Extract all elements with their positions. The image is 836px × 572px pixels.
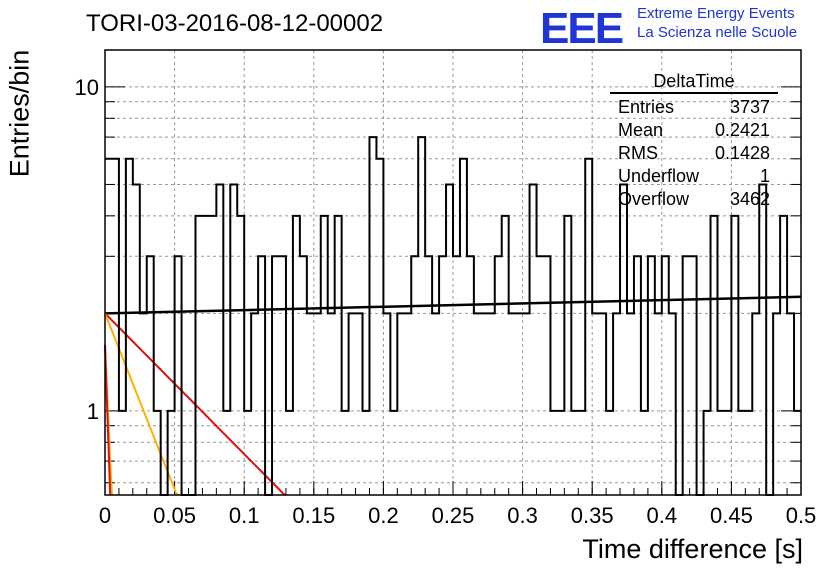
logo-line-1: Extreme Energy Events: [637, 5, 795, 22]
y-tick-label: 10: [75, 75, 99, 100]
histogram-series: [105, 136, 801, 496]
stats-value: 1: [759, 166, 770, 186]
exponential-fit-curve: [104, 313, 179, 496]
x-tick-label: 0.35: [571, 503, 614, 528]
stats-row-entries: Entries 3737: [610, 96, 778, 119]
y-tick-label: 1: [87, 399, 99, 424]
logo-line-2: La Scienza nelle Scuole: [637, 24, 798, 41]
stats-label: Underflow: [618, 166, 700, 186]
x-tick-label: 0.3: [507, 503, 538, 528]
x-tick-label: 0.25: [432, 503, 475, 528]
stats-box: DeltaTime Entries 3737 Mean 0.2421 RMS 0…: [610, 71, 778, 211]
stats-row-underflow: Underflow 1: [610, 165, 778, 188]
stats-label: RMS: [618, 143, 658, 163]
eee-logo: EEE: [540, 4, 624, 53]
stats-title: DeltaTime: [653, 71, 735, 91]
stats-value: 0.1428: [714, 143, 770, 163]
y-axis-title: Entries/bin: [4, 49, 35, 178]
exponential-fit-curve: [104, 344, 112, 496]
stats-label: Entries: [618, 97, 675, 117]
stats-label: Overflow: [618, 189, 690, 209]
x-tick-label: 0.05: [153, 503, 196, 528]
stats-value: 3737: [729, 97, 770, 117]
x-tick-label: 0.15: [292, 503, 335, 528]
chart-title: TORI-03-2016-08-12-00002: [86, 10, 384, 37]
stats-value: 3462: [729, 189, 770, 209]
stats-row-mean: Mean 0.2421: [610, 119, 778, 142]
x-tick-label: 0.2: [368, 503, 399, 528]
x-tick-label: 0.5: [786, 503, 817, 528]
x-tick-label: 0.4: [647, 503, 678, 528]
x-tick-label: 0.45: [710, 503, 753, 528]
x-axis-title: Time difference [s]: [582, 534, 803, 564]
x-tick-label: 0: [99, 503, 111, 528]
x-tick-label: 0.1: [229, 503, 260, 528]
chart-tick-labels: 0 0.05 0.1 0.15 0.2 0.25 0.3 0.35 0.4 0.45 0.5 1 10: [75, 75, 817, 528]
stats-divider: [610, 92, 778, 94]
stats-row-rms: RMS 0.1428: [610, 142, 778, 165]
stats-value: 0.2421: [714, 120, 770, 140]
constant-fit-line: [104, 295, 802, 315]
stats-label: Mean: [618, 120, 664, 140]
stats-row-overflow: Overflow 3462: [610, 188, 778, 211]
plot-frame: [104, 49, 802, 496]
